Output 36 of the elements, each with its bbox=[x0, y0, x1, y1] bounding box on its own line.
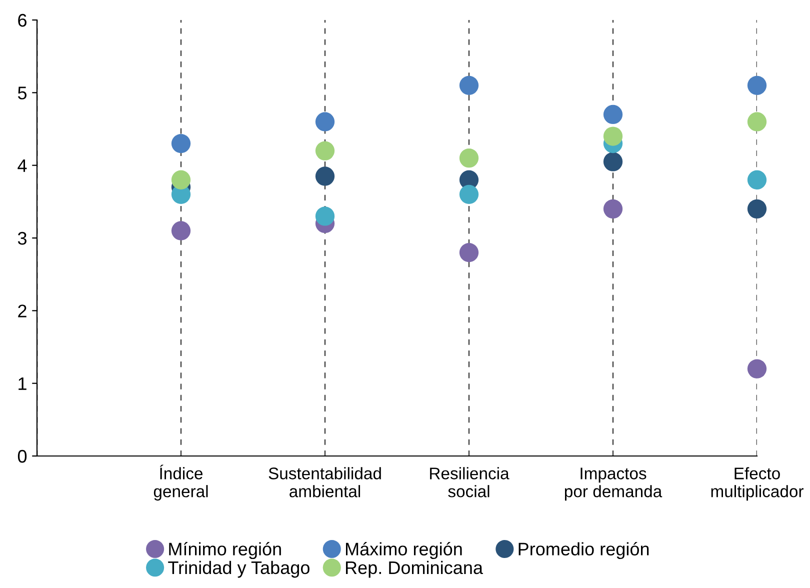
legend-label: Mínimo región bbox=[169, 542, 281, 560]
point bbox=[603, 152, 623, 172]
point bbox=[459, 76, 479, 95]
point bbox=[747, 359, 767, 378]
legend-label: Rep. Dominicana bbox=[346, 560, 484, 578]
y-tick-label: 2 bbox=[18, 304, 26, 318]
point bbox=[603, 199, 623, 219]
point bbox=[747, 112, 767, 132]
point bbox=[603, 104, 623, 124]
point bbox=[315, 141, 335, 160]
point bbox=[315, 206, 335, 226]
y-tick-label: 5 bbox=[18, 86, 27, 100]
legend-label: Máximo región bbox=[346, 542, 462, 560]
x-tick-label: Efecto multiplicador bbox=[711, 467, 804, 501]
point bbox=[315, 112, 335, 132]
y-tick-label: 6 bbox=[18, 14, 26, 27]
point bbox=[747, 170, 767, 190]
y-tick-label: 0 bbox=[18, 450, 27, 463]
x-tick-label: Sustentabilidad ambiental bbox=[268, 467, 381, 498]
point bbox=[315, 166, 335, 186]
x-tick-label: Índice general bbox=[154, 464, 208, 501]
legend-label: Trinidad y Tabago bbox=[168, 560, 310, 578]
y-tick-label: 4 bbox=[18, 159, 27, 172]
point bbox=[459, 148, 479, 168]
y-tick-label: 3 bbox=[18, 232, 26, 245]
point bbox=[171, 221, 191, 240]
y-tick-label: 1 bbox=[18, 377, 26, 390]
x-tick-label: Resiliencia social bbox=[430, 467, 510, 498]
point bbox=[459, 184, 479, 204]
point bbox=[747, 76, 767, 95]
legend-label: Promedio región bbox=[518, 542, 649, 560]
x-tick-label: Impactos por demanda bbox=[564, 468, 662, 501]
point bbox=[459, 242, 479, 262]
point bbox=[747, 199, 767, 219]
point bbox=[171, 134, 191, 154]
point bbox=[603, 126, 623, 146]
